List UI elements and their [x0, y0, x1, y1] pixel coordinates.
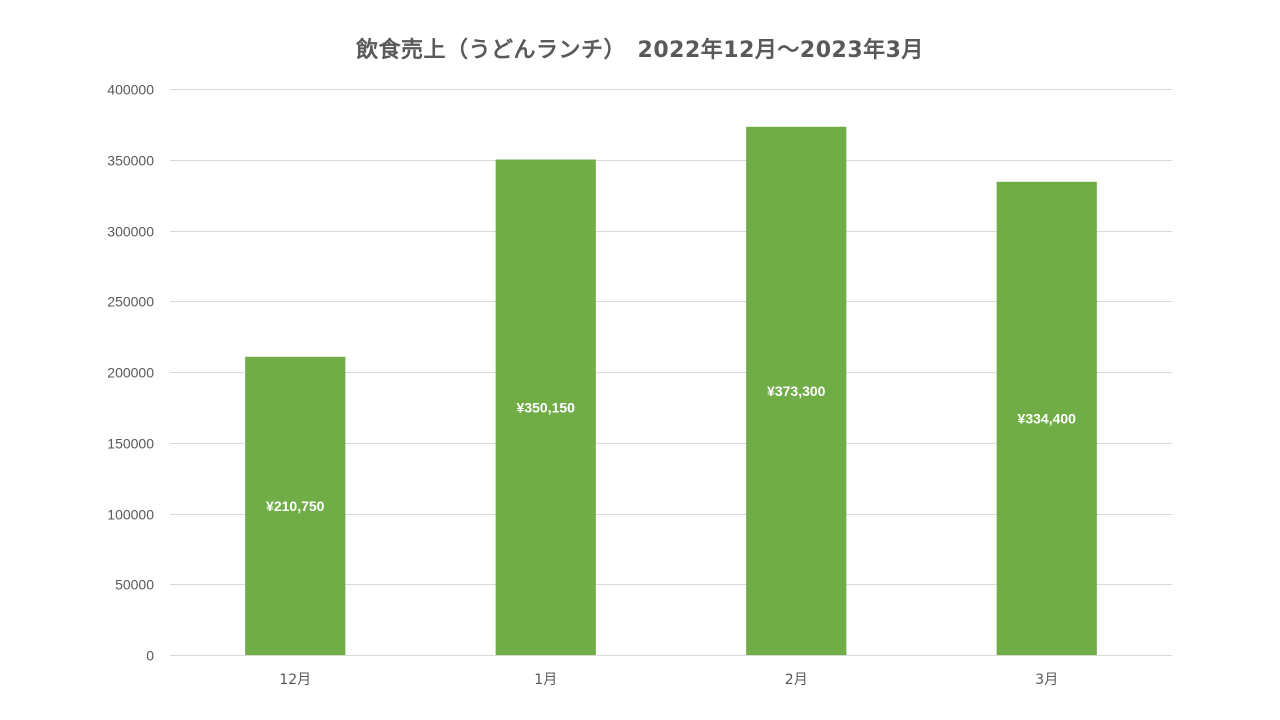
- y-tick-label: 50000: [115, 577, 154, 593]
- bars: [245, 126, 1097, 655]
- y-tick-label: 100000: [107, 507, 154, 523]
- bar-1: [245, 356, 346, 655]
- x-tick-label: 3月: [1035, 672, 1058, 688]
- y-tick-label: 0: [146, 648, 154, 664]
- bar-4: [996, 181, 1097, 655]
- chart-title: 飲食売上（うどんランチ） 2022年12月～2023年3月: [356, 38, 924, 63]
- y-tick-label: 400000: [107, 82, 154, 98]
- y-tick-label: 350000: [107, 153, 154, 169]
- bar-3: [746, 126, 847, 655]
- y-tick-label: 150000: [107, 436, 154, 452]
- x-axis-ticks: 12月 1月 2月 3月: [279, 672, 1058, 688]
- x-tick-label: 12月: [279, 672, 311, 688]
- data-label: ¥373,300: [767, 383, 826, 399]
- bar-2: [495, 159, 596, 655]
- data-labels: ¥210,750 ¥350,150 ¥373,300 ¥334,400: [266, 383, 1076, 514]
- y-axis-ticks: 0 50000 100000 150000 200000 250000 300000 3500…: [107, 82, 154, 664]
- data-label: ¥350,150: [517, 399, 576, 415]
- y-tick-label: 300000: [107, 224, 154, 240]
- data-label: ¥210,750: [266, 498, 325, 514]
- x-tick-label: 2月: [785, 672, 808, 688]
- x-tick-label: 1月: [534, 672, 557, 688]
- data-label: ¥334,400: [1018, 410, 1077, 426]
- y-tick-label: 200000: [107, 365, 154, 381]
- y-tick-label: 250000: [107, 294, 154, 310]
